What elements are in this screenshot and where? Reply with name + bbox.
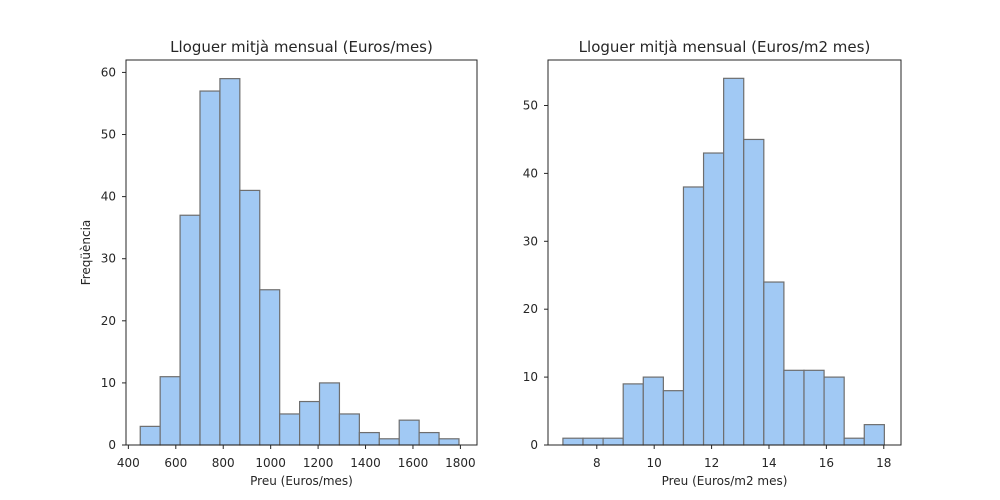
right-histogram-bar: [602, 437, 624, 446]
left-histogram-bar: [159, 376, 181, 446]
left-x-tick-label: 600: [164, 456, 187, 470]
left-x-tick-label: 1200: [303, 456, 334, 470]
right-histogram-panel: Lloguer mitjà mensual (Euros/m2 mes) 8 10…: [523, 38, 902, 488]
left-histogram-bar: [378, 438, 400, 446]
right-histogram-bar: [823, 376, 845, 446]
right-chart-title: Lloguer mitjà mensual (Euros/m2 mes): [579, 38, 871, 56]
left-y-ticks: 0 10 20 30 40 50 60: [101, 65, 126, 452]
left-histogram-panel: Lloguer mitjà mensual (Euros/mes) 400 600…: [79, 38, 478, 488]
left-histogram-bar: [299, 400, 321, 446]
left-x-tick-label: 1000: [255, 456, 286, 470]
left-histogram-bar: [418, 431, 440, 446]
right-y-tick-label: 10: [523, 370, 538, 384]
left-y-tick-label: 0: [108, 438, 116, 452]
right-x-tick-label: 18: [876, 456, 891, 470]
right-y-tick-label: 50: [523, 98, 538, 112]
left-x-tick-label: 1400: [350, 456, 381, 470]
left-histogram-bar: [398, 419, 420, 446]
left-x-axis-label: Preu (Euros/mes): [250, 474, 353, 488]
right-histogram-bar: [642, 376, 664, 446]
left-y-tick-label: 60: [101, 65, 116, 79]
right-histogram-bar: [803, 369, 825, 446]
left-histogram-bar: [438, 438, 460, 446]
right-y-tick-label: 20: [523, 302, 538, 316]
left-histogram-bar: [139, 425, 161, 446]
right-y-tick-label: 0: [530, 438, 538, 452]
left-axes-frame: [125, 59, 478, 446]
left-x-tick-label: 1600: [398, 456, 429, 470]
left-x-tick-label: 400: [117, 456, 140, 470]
right-y-tick-label: 30: [523, 234, 538, 248]
left-y-tick-label: 40: [101, 190, 116, 204]
left-x-tick-label: 1800: [445, 456, 476, 470]
left-histogram-bar: [338, 413, 360, 446]
right-histogram-bar: [582, 437, 604, 446]
right-axes-frame: [547, 59, 902, 446]
left-y-tick-label: 10: [101, 376, 116, 390]
right-x-tick-label: 14: [761, 456, 776, 470]
left-y-tick-label: 50: [101, 128, 116, 142]
right-x-tick-label: 16: [819, 456, 834, 470]
right-y-tick-label: 40: [523, 166, 538, 180]
left-histogram-bar: [279, 413, 301, 446]
right-histogram-bar: [702, 152, 725, 446]
right-x-ticks: 8 10 12 14 16 18: [593, 445, 891, 470]
left-chart-title: Lloguer mitjà mensual (Euros/mes): [170, 38, 433, 56]
left-histogram-bar: [318, 382, 341, 446]
left-histogram-bar: [259, 289, 281, 446]
right-histogram-bar: [843, 437, 865, 446]
left-histogram-bar: [239, 189, 261, 446]
left-bars: [139, 78, 460, 446]
left-histogram-bar: [199, 90, 221, 446]
left-y-tick-label: 30: [101, 252, 116, 266]
right-histogram-bar: [562, 437, 584, 446]
left-histogram-bar: [219, 78, 241, 446]
right-x-tick-label: 10: [647, 456, 662, 470]
right-bars: [562, 77, 885, 446]
right-histogram-bar: [863, 424, 885, 446]
right-x-tick-label: 12: [704, 456, 719, 470]
right-histogram-bar: [682, 186, 705, 446]
right-y-ticks: 0 10 20 30 40 50: [523, 98, 548, 452]
left-y-tick-label: 20: [101, 314, 116, 328]
right-x-tick-label: 8: [593, 456, 601, 470]
right-x-axis-label: Preu (Euros/m2 mes): [662, 474, 788, 488]
right-histogram-bar: [622, 383, 644, 446]
left-x-tick-label: 800: [212, 456, 235, 470]
left-y-axis-label: Freqüència: [79, 220, 93, 286]
right-histogram-bar: [662, 390, 685, 446]
left-histogram-bar: [179, 214, 201, 446]
right-histogram-bar: [743, 138, 765, 446]
right-histogram-bar: [783, 369, 805, 446]
left-x-ticks: 400 600 800 1000 1200 1400 1600 1800: [117, 445, 476, 470]
right-histogram-bar: [723, 77, 745, 446]
left-histogram-bar: [358, 431, 380, 446]
right-histogram-bar: [763, 281, 785, 446]
